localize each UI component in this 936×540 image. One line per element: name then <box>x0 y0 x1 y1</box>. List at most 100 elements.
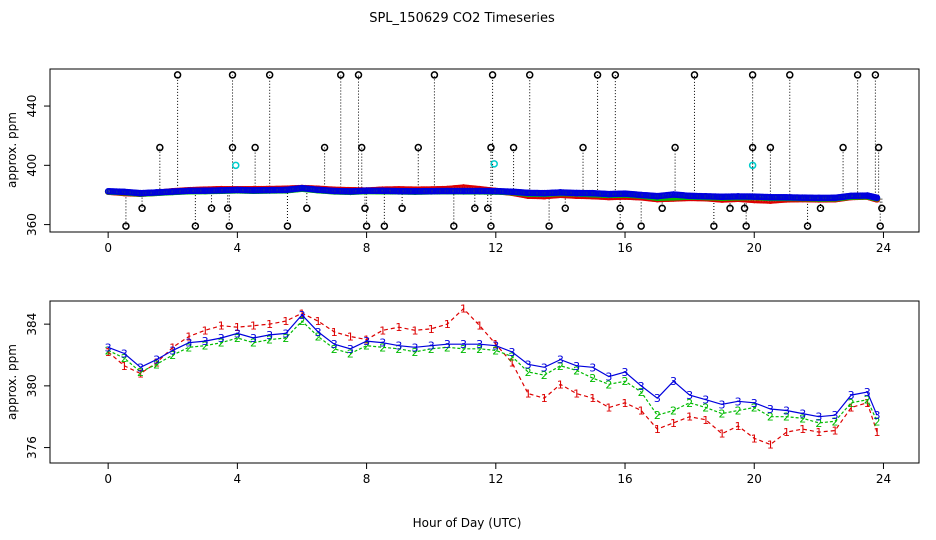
series-3-marker: 3 <box>298 309 305 322</box>
outlier-high-point <box>173 71 182 79</box>
series-2-marker: 2 <box>815 417 822 430</box>
series-2-marker: 2 <box>767 411 774 424</box>
series-2-marker: 2 <box>266 334 273 347</box>
outlier-mid-low-point <box>561 204 570 213</box>
outlier-high-point <box>690 71 699 79</box>
series-3-marker: 3 <box>864 386 871 399</box>
outlier-mid-high-point <box>357 143 366 152</box>
series-3-marker: 3 <box>848 389 855 402</box>
series-2-marker: 2 <box>832 415 839 428</box>
outlier-mid-low-point <box>740 204 749 213</box>
outlier-mid-low-point <box>361 204 369 213</box>
outlier-low-point <box>380 222 389 230</box>
series-1-marker: 1 <box>153 357 160 370</box>
series-3-marker: 3 <box>363 335 370 348</box>
series-1-marker: 1 <box>799 423 806 436</box>
series-3-marker: 3 <box>347 343 354 356</box>
top-panel-frame <box>49 68 920 233</box>
series-3-marker: 3 <box>874 409 881 422</box>
series-1-marker: 1 <box>121 360 128 373</box>
outlier-low-point <box>225 222 234 230</box>
outlier-mid-high-point <box>228 143 237 152</box>
bottom-panel-frame <box>49 300 920 464</box>
series-3-marker: 3 <box>589 361 596 374</box>
series-2-marker: 2 <box>492 344 499 357</box>
series-3-marker: 3 <box>428 340 435 353</box>
flag-point <box>748 161 757 170</box>
y-tick-label: 376 <box>25 436 39 459</box>
series-3-marker: 3 <box>815 411 822 424</box>
outlier-low-point <box>637 222 645 230</box>
outlier-high-point <box>611 71 620 79</box>
x-tick-label: 16 <box>617 472 632 486</box>
series-2-marker: 2 <box>874 415 881 428</box>
series-3-marker: 3 <box>508 346 515 359</box>
x-tick-label: 8 <box>363 241 371 255</box>
outlier-mid-high-point <box>839 143 847 152</box>
series-3-marker: 3 <box>622 366 629 379</box>
series-1-marker: 1 <box>202 324 209 337</box>
outlier-low-point <box>450 222 458 230</box>
series-1-marker: 1 <box>412 324 419 337</box>
outlier-high-point <box>853 71 862 79</box>
series-3-marker: 3 <box>105 341 112 354</box>
outlier-high-point <box>786 71 794 79</box>
series-2-marker: 2 <box>670 405 677 418</box>
outlier-mid-low-point <box>398 204 406 213</box>
series-1-marker: 1 <box>492 338 499 351</box>
series-1-marker: 1 <box>460 303 467 316</box>
series-1-marker: 1 <box>218 320 225 333</box>
series-1-marker: 1 <box>105 346 112 359</box>
series-2-marker: 2 <box>444 341 451 354</box>
series-1-marker: 1 <box>864 397 871 410</box>
series-2-marker: 2 <box>202 340 209 353</box>
outlier-high-point <box>748 71 757 79</box>
outlier-high-point <box>525 71 534 79</box>
series-3-marker: 3 <box>718 398 725 411</box>
series-2-marker: 2 <box>137 366 144 379</box>
outlier-mid-low-point <box>303 204 311 213</box>
y-tick-label: 440 <box>25 95 39 118</box>
series-2-marker: 2 <box>573 364 580 377</box>
outlier-low-point <box>487 222 495 230</box>
outlier-mid-high-point <box>487 143 495 152</box>
series-2-marker: 2 <box>250 337 257 350</box>
series-2-marker: 2 <box>735 405 742 418</box>
series-2-marker: 2 <box>105 344 112 357</box>
series-1-marker: 1 <box>185 330 192 343</box>
series-1-marker: 1 <box>363 334 370 347</box>
series-2-marker: 2 <box>589 372 596 385</box>
series-1-marker: 1 <box>848 401 855 414</box>
series-1-marker: 1 <box>702 414 709 427</box>
series-3-marker: 3 <box>379 337 386 350</box>
series-1-marker: 1 <box>444 318 451 331</box>
series-2-marker: 2 <box>848 397 855 410</box>
outlier-mid-high-point <box>320 143 329 152</box>
series-2-marker: 2 <box>121 352 128 365</box>
outlier-mid-low-point <box>483 204 492 213</box>
outlier-mid-high-point <box>671 143 679 152</box>
outlier-mid-low-point <box>616 204 624 213</box>
x-tick-label: 16 <box>617 241 632 255</box>
outlier-mid-high-point <box>579 143 587 152</box>
x-tick-label: 12 <box>488 472 503 486</box>
y-tick-label: 384 <box>25 313 39 336</box>
outlier-high-point <box>336 71 345 79</box>
series-2-marker: 2 <box>718 408 725 421</box>
series-2-marker: 2 <box>622 375 629 388</box>
outlier-low-point <box>283 222 292 230</box>
series-2-marker: 2 <box>298 315 305 328</box>
series-3-marker: 3 <box>492 340 499 353</box>
series-1-line <box>107 307 878 446</box>
series-3-marker: 3 <box>412 341 419 354</box>
series-1-marker: 1 <box>169 341 176 354</box>
series-3-marker: 3 <box>460 338 467 351</box>
series-1-marker: 1 <box>298 307 305 320</box>
outlier-low-point <box>742 222 750 230</box>
x-axis-label: Hour of Day (UTC) <box>413 516 522 530</box>
series-3-marker: 3 <box>670 375 677 388</box>
outlier-high-point <box>871 71 880 79</box>
outlier-low-point <box>122 222 130 230</box>
